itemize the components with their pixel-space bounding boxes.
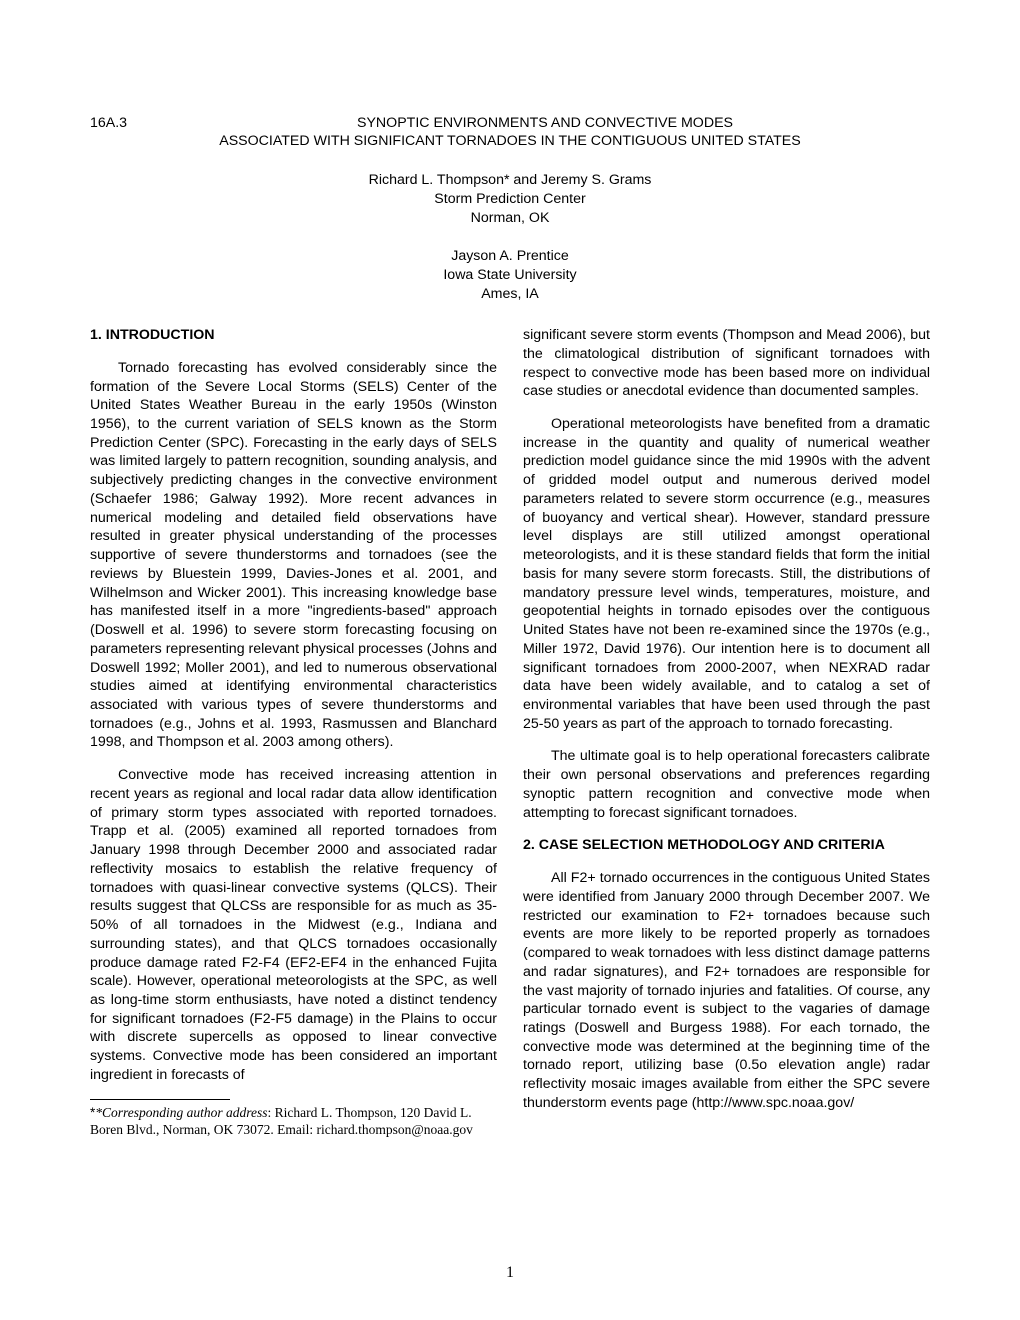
affiliation-2b: Ames, IA	[90, 285, 930, 304]
right-column: significant severe storm events (Thompso…	[523, 326, 930, 1139]
paragraph-4: Operational meteorologists have benefite…	[523, 415, 930, 733]
section-1-heading: 1. INTRODUCTION	[90, 326, 497, 345]
authors-secondary: Jayson A. Prentice	[90, 247, 930, 266]
paper-id: 16A.3	[90, 115, 160, 131]
title-line-1: SYNOPTIC ENVIRONMENTS AND CONVECTIVE MOD…	[160, 115, 930, 131]
footnote-label: *Corresponding author address	[95, 1105, 267, 1120]
footnote: **Corresponding author address: Richard …	[90, 1104, 497, 1139]
affiliation-2a: Iowa State University	[90, 266, 930, 285]
footnote-rule	[90, 1099, 230, 1100]
paragraph-2: Convective mode has received increasing …	[90, 766, 497, 1084]
paragraph-3: significant severe storm events (Thompso…	[523, 326, 930, 401]
affiliation-1a: Storm Prediction Center	[90, 190, 930, 209]
page-number: 1	[0, 1264, 1020, 1282]
paragraph-5: The ultimate goal is to help operational…	[523, 747, 930, 822]
left-column: 1. INTRODUCTION Tornado forecasting has …	[90, 326, 497, 1139]
title-line-2: ASSOCIATED WITH SIGNIFICANT TORNADOES IN…	[90, 133, 930, 149]
authors-primary: Richard L. Thompson* and Jeremy S. Grams	[90, 171, 930, 190]
paragraph-6: All F2+ tornado occurrences in the conti…	[523, 869, 930, 1113]
section-2-heading: 2. CASE SELECTION METHODOLOGY AND CRITER…	[523, 836, 930, 855]
paragraph-1: Tornado forecasting has evolved consider…	[90, 359, 497, 752]
affiliation-1b: Norman, OK	[90, 209, 930, 228]
